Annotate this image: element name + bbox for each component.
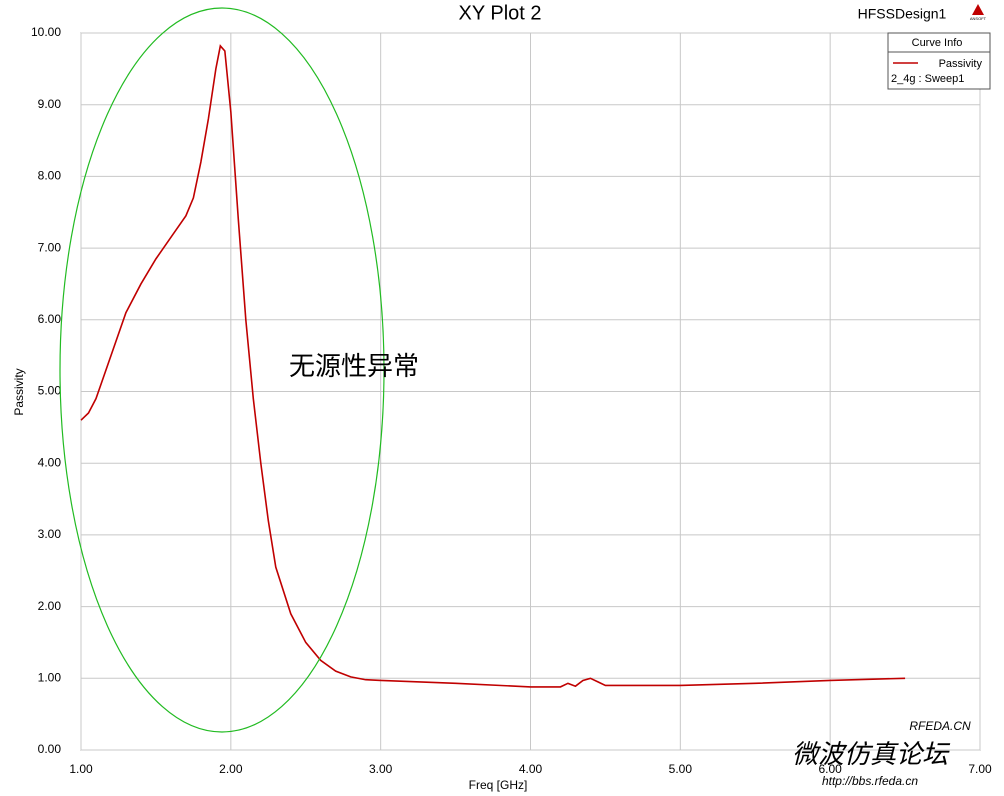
- x-tick-label: 4.00: [519, 762, 543, 776]
- y-tick-label: 4.00: [38, 455, 62, 469]
- y-tick-label: 1.00: [38, 670, 62, 684]
- y-tick-label: 0.00: [38, 742, 62, 756]
- logo-icon: [972, 4, 984, 15]
- legend-detail: 2_4g : Sweep1: [891, 73, 964, 85]
- data-line: [80, 44, 906, 688]
- legend-box: [887, 32, 991, 90]
- logo-text: ANSOFT: [970, 16, 987, 21]
- design-name: HFSSDesign1: [858, 6, 947, 22]
- y-tick-label: 7.00: [38, 240, 62, 254]
- watermark: http://bbs.rfeda.cn: [822, 774, 918, 788]
- annotation-text: 无源性异常: [289, 351, 419, 381]
- x-tick-label: 7.00: [968, 762, 992, 776]
- x-tick-label: 1.00: [69, 762, 93, 776]
- legend-title: Curve Info: [912, 37, 963, 49]
- y-tick-label: 10.00: [31, 25, 61, 39]
- watermark: 微波仿真论坛: [792, 739, 951, 769]
- x-tick-label: 5.00: [669, 762, 693, 776]
- y-tick-label: 2.00: [38, 599, 62, 613]
- y-axis-label: Passivity: [12, 368, 26, 415]
- y-tick-label: 8.00: [38, 169, 62, 183]
- annotation-ellipse: [59, 7, 385, 733]
- watermark: RFEDA.CN: [909, 719, 971, 733]
- x-tick-label: 3.00: [369, 762, 393, 776]
- y-tick-label: 5.00: [38, 384, 62, 398]
- y-tick-label: 9.00: [38, 97, 62, 111]
- x-tick-label: 6.00: [818, 762, 842, 776]
- chart-title: XY Plot 2: [458, 2, 541, 24]
- x-tick-label: 2.00: [219, 762, 243, 776]
- y-tick-label: 3.00: [38, 527, 62, 541]
- legend-label: Passivity: [939, 58, 983, 70]
- y-tick-label: 6.00: [38, 312, 62, 326]
- x-axis-label: Freq [GHz]: [469, 778, 528, 792]
